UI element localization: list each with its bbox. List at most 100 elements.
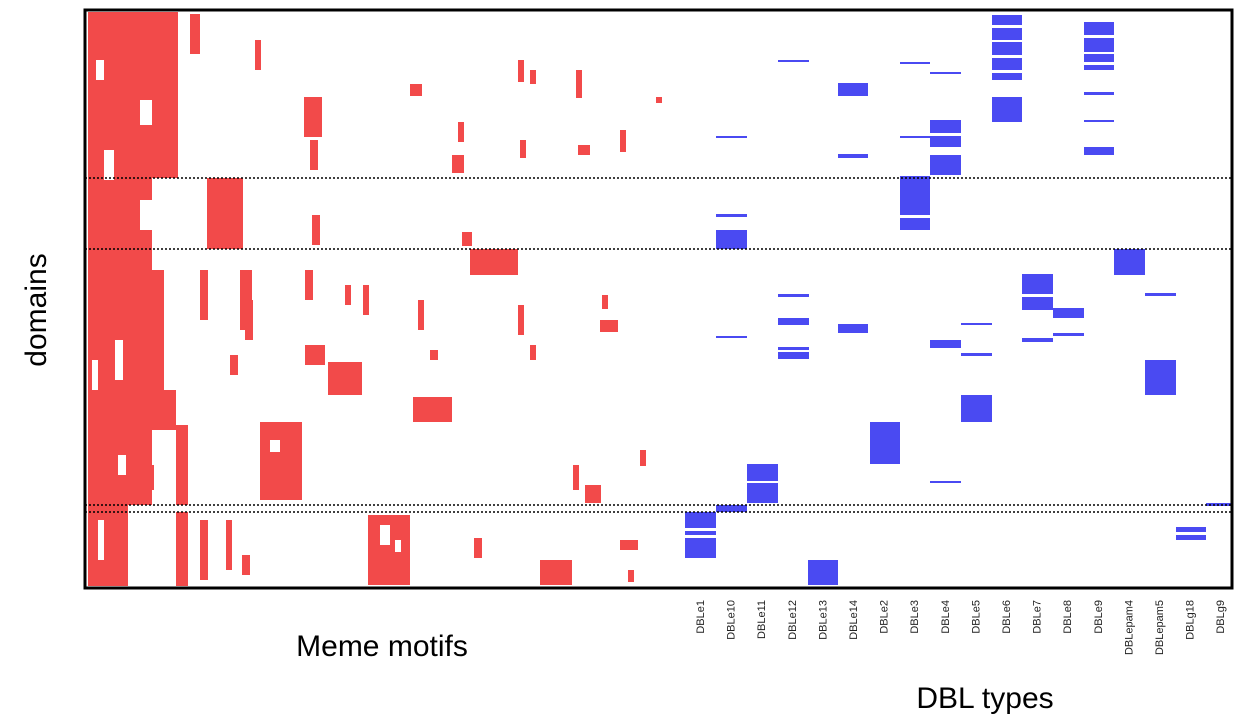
x-axis-label: Meme motifs bbox=[296, 630, 468, 663]
empty-cell bbox=[747, 481, 778, 483]
blue-cell bbox=[870, 422, 900, 464]
column-label: DBLe10 bbox=[726, 600, 738, 640]
empty-cell bbox=[140, 200, 152, 230]
blue-cell bbox=[1022, 274, 1053, 310]
red-cell bbox=[328, 362, 362, 395]
red-cell bbox=[628, 570, 634, 582]
red-cell bbox=[242, 555, 250, 575]
blue-cell bbox=[1084, 147, 1114, 155]
red-cell bbox=[363, 285, 369, 315]
blue-cell bbox=[900, 62, 930, 64]
column-label: DBLe13 bbox=[817, 600, 829, 640]
red-cell bbox=[530, 345, 536, 360]
column-label: DBLe6 bbox=[1001, 600, 1013, 634]
red-cell bbox=[304, 97, 322, 137]
red-cell bbox=[226, 520, 232, 570]
blue-cell bbox=[716, 505, 747, 512]
empty-cell bbox=[1084, 35, 1114, 38]
column-label: DBLe3 bbox=[909, 600, 921, 634]
blue-cell bbox=[716, 136, 747, 138]
empty-cell bbox=[992, 70, 1022, 73]
blue-cell bbox=[838, 154, 868, 158]
empty-cell bbox=[270, 440, 280, 452]
blue-cell bbox=[1053, 333, 1084, 336]
empty-cell bbox=[98, 520, 104, 560]
red-cell bbox=[312, 215, 320, 245]
red-cell bbox=[640, 450, 646, 466]
frame bbox=[83, 8, 1234, 590]
column-label: DBLe4 bbox=[940, 600, 952, 634]
blue-cell bbox=[900, 136, 930, 138]
red-cell bbox=[305, 270, 313, 300]
blue-cell bbox=[808, 560, 838, 585]
red-cell bbox=[88, 12, 128, 586]
blue-cell bbox=[900, 176, 930, 230]
red-cell bbox=[540, 560, 572, 585]
blue-cell bbox=[992, 97, 1022, 122]
blue-cell bbox=[930, 340, 961, 348]
red-cell bbox=[128, 12, 152, 505]
blue-cell bbox=[1145, 360, 1176, 395]
empty-cell bbox=[380, 525, 390, 545]
column-label: DBLe14 bbox=[848, 600, 860, 640]
empty-cell bbox=[104, 150, 114, 180]
empty-cell bbox=[92, 360, 98, 390]
y-axis-label: domains bbox=[20, 253, 53, 366]
column-label: DBLepam5 bbox=[1154, 600, 1166, 655]
blue-cell bbox=[1053, 308, 1084, 318]
column-label: DBLe5 bbox=[970, 600, 982, 634]
empty-cell bbox=[1176, 532, 1206, 535]
empty-cell bbox=[395, 540, 401, 552]
blue-cell bbox=[961, 323, 992, 325]
empty-cell bbox=[118, 455, 126, 475]
empty-cell bbox=[900, 215, 930, 218]
blue-cell bbox=[778, 294, 809, 297]
red-cell bbox=[430, 350, 438, 360]
blue-cell bbox=[716, 230, 747, 249]
red-cell bbox=[200, 270, 208, 320]
red-cell bbox=[518, 305, 524, 335]
red-cell bbox=[345, 285, 351, 305]
blue-cell bbox=[778, 318, 809, 325]
blue-cell bbox=[778, 60, 809, 62]
empty-cell bbox=[685, 528, 716, 531]
blue-cell bbox=[838, 324, 868, 333]
column-label: DBLe8 bbox=[1062, 600, 1074, 634]
blue-cell bbox=[716, 336, 747, 338]
blue-cell bbox=[1114, 249, 1145, 275]
red-cell bbox=[474, 538, 482, 558]
empty-cell bbox=[96, 60, 104, 80]
column-label: DBLe2 bbox=[879, 600, 891, 634]
red-cell bbox=[576, 70, 582, 98]
empty-cell bbox=[1022, 294, 1053, 297]
red-cell bbox=[462, 232, 472, 246]
red-cell bbox=[260, 422, 302, 500]
x-axis-label: DBL types bbox=[916, 682, 1053, 715]
red-cell bbox=[140, 465, 154, 490]
blue-cell bbox=[778, 347, 809, 359]
red-cell bbox=[585, 485, 601, 503]
empty-cell bbox=[140, 100, 152, 125]
red-cell bbox=[518, 60, 524, 82]
red-cell bbox=[413, 397, 452, 422]
empty-cell bbox=[685, 535, 716, 538]
blue-cell bbox=[1022, 338, 1053, 342]
red-cell bbox=[656, 97, 662, 103]
empty-cell bbox=[778, 350, 809, 352]
red-cell bbox=[602, 295, 608, 309]
red-cell bbox=[620, 130, 626, 152]
empty-cell bbox=[992, 25, 1022, 28]
column-label: DBLe1 bbox=[695, 600, 707, 634]
red-cell bbox=[520, 140, 526, 158]
red-cell bbox=[470, 249, 518, 275]
blue-cell bbox=[747, 464, 778, 503]
red-cell bbox=[305, 345, 325, 365]
red-cell bbox=[578, 145, 590, 155]
red-cell bbox=[245, 300, 253, 340]
red-cell bbox=[600, 320, 618, 332]
empty-cell bbox=[1084, 52, 1114, 54]
red-cell bbox=[255, 40, 261, 70]
column-label: DBLepam4 bbox=[1123, 600, 1135, 655]
column-label: DBLe9 bbox=[1093, 600, 1105, 634]
